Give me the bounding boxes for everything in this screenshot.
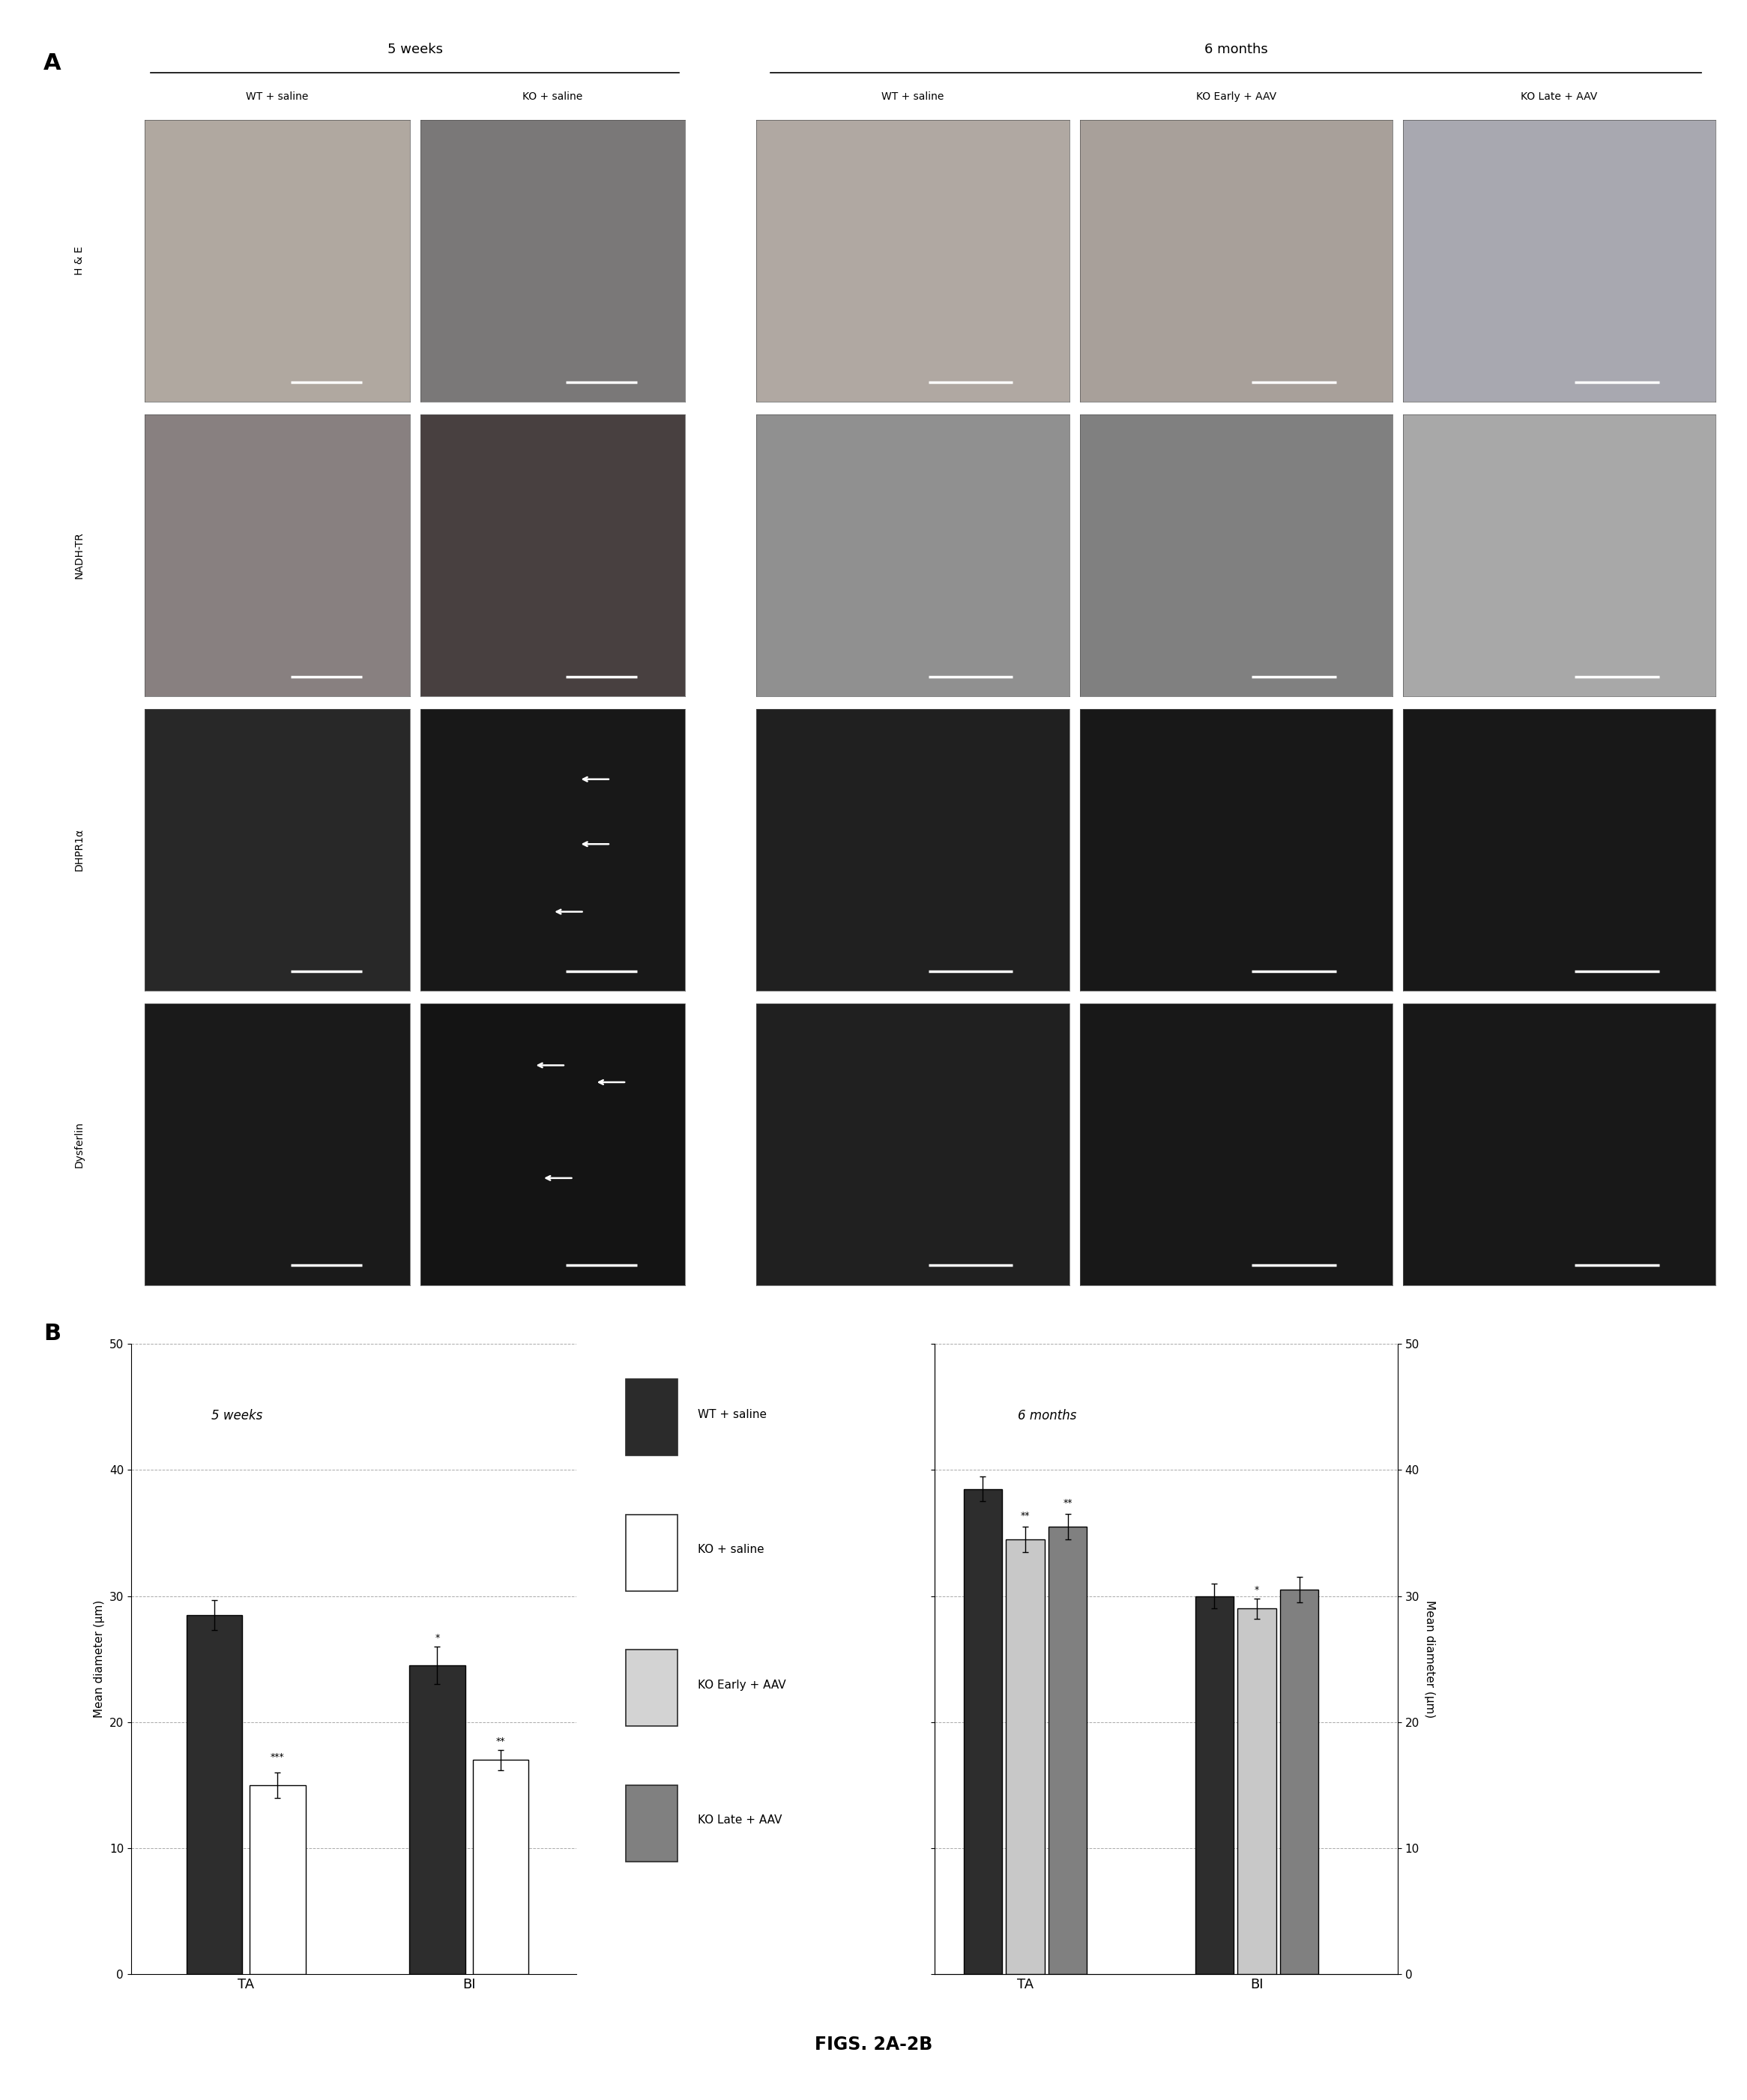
Bar <box>1237 1609 1275 1974</box>
Bar <box>1281 1590 1319 1974</box>
Text: KO Late + AAV: KO Late + AAV <box>699 1814 783 1825</box>
Bar <box>1048 1527 1087 1974</box>
Text: *: * <box>1254 1586 1260 1594</box>
Text: ***: *** <box>271 1754 285 1762</box>
Text: KO Early + AAV: KO Early + AAV <box>1197 92 1275 101</box>
Text: 5 weeks: 5 weeks <box>211 1409 262 1422</box>
Text: WT + saline: WT + saline <box>699 1409 767 1420</box>
Text: 6 months: 6 months <box>1019 1409 1076 1422</box>
Text: KO Early + AAV: KO Early + AAV <box>699 1680 786 1690</box>
Y-axis label: Mean diameter (μm): Mean diameter (μm) <box>1424 1600 1434 1718</box>
Text: WT + saline: WT + saline <box>882 92 943 101</box>
Text: KO + saline: KO + saline <box>522 92 582 101</box>
Text: **: ** <box>1020 1510 1031 1520</box>
Text: Dysferlin: Dysferlin <box>73 1121 84 1168</box>
Bar <box>625 1651 678 1726</box>
Text: DHPR1α: DHPR1α <box>73 827 84 871</box>
Text: **: ** <box>496 1737 505 1745</box>
Bar <box>409 1665 465 1974</box>
Bar <box>250 1785 306 1974</box>
Text: B: B <box>44 1323 61 1344</box>
Bar <box>472 1760 528 1974</box>
Text: **: ** <box>1064 1497 1073 1508</box>
Bar <box>187 1615 243 1974</box>
Bar <box>625 1380 678 1455</box>
Bar <box>625 1785 678 1861</box>
Bar <box>1195 1596 1233 1974</box>
Text: 5 weeks: 5 weeks <box>388 42 442 57</box>
Text: KO Late + AAV: KO Late + AAV <box>1522 92 1597 101</box>
Text: 6 months: 6 months <box>1204 42 1268 57</box>
Y-axis label: Mean diameter (μm): Mean diameter (μm) <box>94 1600 105 1718</box>
Text: H & E: H & E <box>73 246 84 275</box>
Bar <box>625 1514 678 1592</box>
Text: NADH-TR: NADH-TR <box>73 531 84 580</box>
Text: WT + saline: WT + saline <box>246 92 309 101</box>
Bar <box>1006 1539 1045 1974</box>
Text: FIGS. 2A-2B: FIGS. 2A-2B <box>814 2035 933 2054</box>
Text: *: * <box>435 1634 440 1642</box>
Text: A: A <box>44 52 61 74</box>
Bar <box>964 1489 1003 1974</box>
Text: KO + saline: KO + saline <box>699 1543 765 1556</box>
